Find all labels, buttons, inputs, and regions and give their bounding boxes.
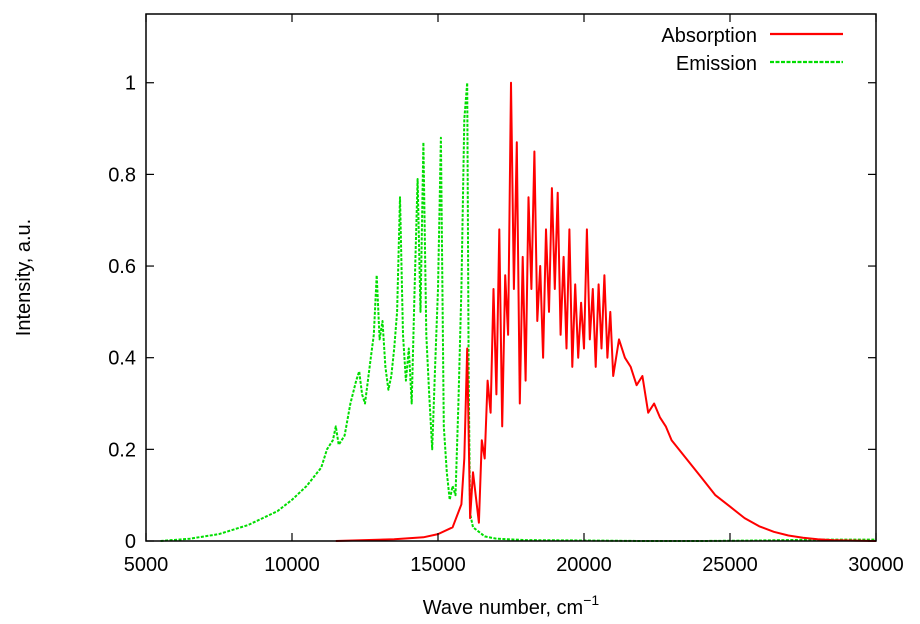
series-line-absorption [335, 81, 877, 542]
y-axis-title: Intensity, a.u. [13, 219, 35, 336]
x-tick-label: 30000 [848, 554, 904, 576]
x-axis-title: Wave number, cm−1 [423, 592, 600, 619]
y-tick-label: 0.2 [108, 439, 136, 461]
x-tick-label: 15000 [410, 554, 466, 576]
x-tick-label: 5000 [124, 554, 169, 576]
legend-label-absorption: Absorption [661, 25, 757, 47]
y-tick-label: 1 [125, 73, 136, 95]
axis-ticks-group: 5000 10000 15000 20000 25000 30000 0 0.2 0.4 0.6 0… [108, 14, 904, 576]
x-tick-label: 10000 [264, 554, 320, 576]
x-axis-title-text: Wave number, cm [423, 597, 583, 619]
x-axis-title-superscript: −1 [583, 592, 599, 608]
plot-frame [145, 13, 877, 542]
x-tick-label: 20000 [556, 554, 612, 576]
y-tick-label: 0.4 [108, 348, 136, 370]
y-tick-label: 0.6 [108, 256, 136, 278]
x-tick-label: 25000 [702, 554, 758, 576]
legend-label-emission: Emission [676, 53, 757, 75]
plot-series-group [160, 81, 877, 542]
y-tick-label: 0 [125, 531, 136, 553]
y-tick-label: 0.8 [108, 164, 136, 186]
legend: Absorption Emission [661, 25, 843, 75]
